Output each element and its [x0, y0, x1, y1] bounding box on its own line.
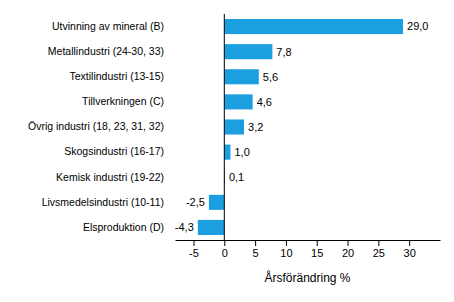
data-label: 29,0 — [407, 20, 428, 32]
x-tick-mark — [378, 240, 379, 246]
y-tick: Livsmedelsindustri (10-11) — [42, 196, 164, 208]
x-tick: 30 — [404, 240, 416, 259]
chart: 29,0 7,8 5,6 4,6 3,2 1,0 0,1 -2,5 -4,3 Utvinning … — [0, 0, 454, 302]
x-axis: -5 0 5 10 15 20 25 30 — [176, 240, 441, 259]
y-tick: Textilindustri (13-15) — [69, 70, 164, 82]
data-label: 4,6 — [257, 96, 272, 108]
y-tick: Övrig industri (18, 23, 31, 32) — [28, 120, 164, 132]
x-tick: 10 — [280, 240, 292, 259]
x-tick: 5 — [253, 240, 259, 259]
x-tick-label: 5 — [253, 247, 259, 259]
data-label: 0,1 — [229, 171, 244, 183]
category-label: Livsmedelsindustri (10-11) — [42, 196, 164, 208]
x-axis-line — [176, 240, 441, 241]
bar — [224, 119, 244, 134]
zero-line — [224, 14, 225, 240]
bars — [198, 19, 403, 235]
x-tick-label: 30 — [404, 247, 416, 259]
y-tick: Kemisk industri (19-22) — [56, 171, 164, 183]
x-tick-label: 20 — [342, 247, 354, 259]
x-tick-label: -5 — [189, 247, 199, 259]
bar — [224, 145, 230, 160]
category-label: Övrig industri (18, 23, 31, 32) — [28, 120, 164, 132]
y-tick: Skogsindustri (16-17) — [64, 145, 164, 157]
bar — [224, 94, 252, 109]
bar — [224, 69, 259, 84]
bar — [224, 19, 403, 34]
x-axis-title: Årsförändring % — [264, 270, 350, 285]
category-label: Elsproduktion (D) — [83, 221, 164, 233]
x-tick-label: 15 — [311, 247, 323, 259]
x-tick-mark — [224, 240, 225, 246]
category-label: Kemisk industri (19-22) — [56, 171, 164, 183]
x-tick-label: 10 — [280, 247, 292, 259]
data-label: 1,0 — [234, 146, 249, 158]
data-labels: 29,0 7,8 5,6 4,6 3,2 1,0 0,1 -2,5 -4,3 — [175, 20, 429, 233]
category-label: Textilindustri (13-15) — [69, 70, 164, 82]
y-tick: Elsproduktion (D) — [83, 221, 164, 233]
y-axis: Utvinning av mineral (B) Metallindustri (… — [28, 20, 164, 233]
y-tick: Tillverkningen (C) — [82, 95, 164, 107]
data-label: 3,2 — [248, 121, 263, 133]
x-tick-mark — [286, 240, 287, 246]
category-label: Tillverkningen (C) — [82, 95, 164, 107]
bar — [224, 44, 272, 59]
data-label: -4,3 — [175, 221, 194, 233]
x-tick: 15 — [311, 240, 323, 259]
y-tick: Utvinning av mineral (B) — [52, 20, 164, 32]
x-tick: -5 — [189, 240, 199, 259]
x-tick: 20 — [342, 240, 354, 259]
category-label: Metallindustri (24-30, 33) — [48, 45, 164, 57]
category-label: Utvinning av mineral (B) — [52, 20, 164, 32]
x-tick: 25 — [373, 240, 385, 259]
x-tick: 0 — [222, 240, 228, 259]
x-tick-mark — [255, 240, 256, 246]
y-tick: Metallindustri (24-30, 33) — [48, 45, 164, 57]
x-tick-mark — [348, 240, 349, 246]
x-tick-label: 0 — [222, 247, 228, 259]
x-tick-mark — [193, 240, 194, 246]
bar — [198, 220, 225, 235]
bar — [209, 195, 224, 210]
category-label: Skogsindustri (16-17) — [64, 145, 164, 157]
data-label: 7,8 — [276, 46, 291, 58]
x-tick-mark — [317, 240, 318, 246]
x-tick-mark — [409, 240, 410, 246]
x-tick-label: 25 — [373, 247, 385, 259]
data-label: -2,5 — [186, 196, 205, 208]
data-label: 5,6 — [263, 71, 278, 83]
